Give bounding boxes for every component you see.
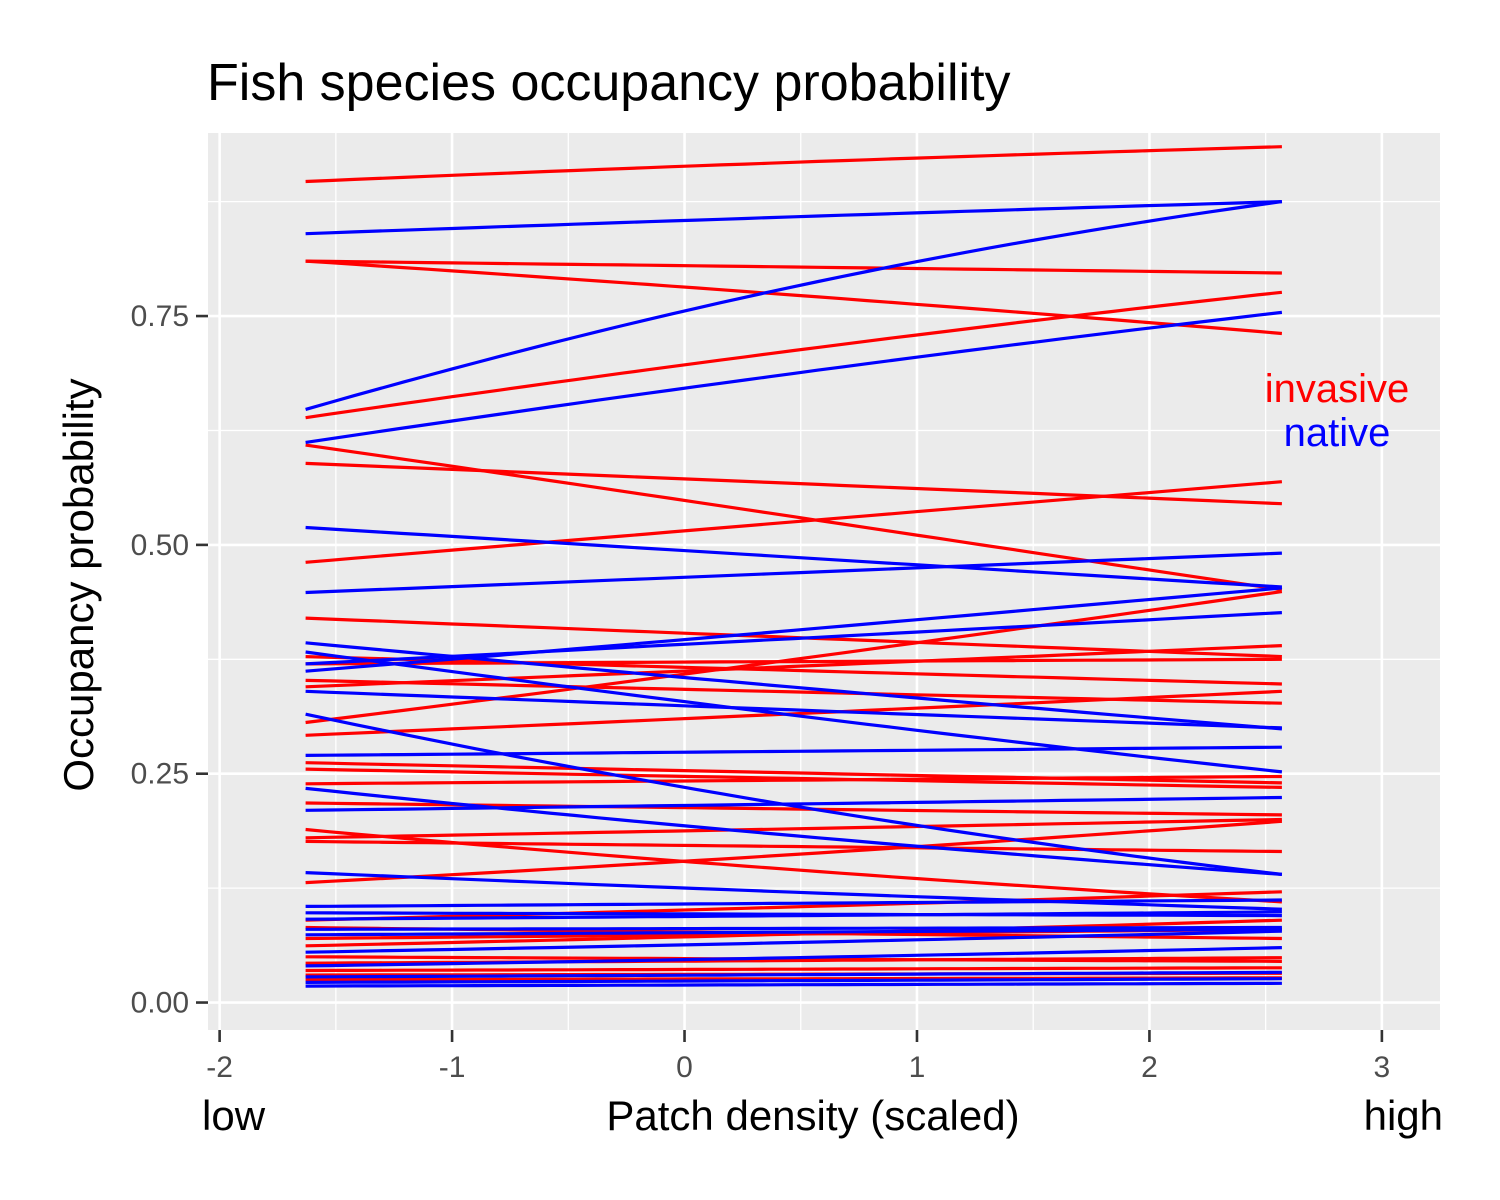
y-tick-label: 0.50	[131, 529, 189, 562]
chart-title: Fish species occupancy probability	[207, 54, 1011, 112]
x-axis-title: Patch density (scaled)	[606, 1092, 1019, 1139]
series-line-invasive	[305, 767, 1282, 789]
y-axis-title: Occupancy probability	[55, 378, 102, 791]
x-tick-label: 3	[1374, 1051, 1391, 1084]
legend-invasive: invasive	[1265, 367, 1410, 411]
series-line-invasive	[305, 259, 1283, 336]
series-line-invasive	[305, 461, 1282, 506]
x-axis-high-label: high	[1364, 1092, 1443, 1139]
y-tick-label: 0.75	[131, 300, 189, 333]
series-line-native	[305, 200, 1282, 236]
series-line-native	[305, 927, 1282, 937]
series-line-native	[305, 745, 1282, 757]
series-line-invasive	[305, 774, 1282, 786]
series-line-invasive	[305, 966, 1282, 973]
series-line-native	[305, 925, 1282, 931]
legend-native: native	[1284, 411, 1391, 455]
series-line-native	[305, 929, 1282, 954]
series-line-native	[305, 650, 1283, 774]
y-tick-label: 0.25	[131, 758, 189, 791]
series-line-invasive	[305, 890, 1282, 922]
grid-major	[208, 133, 1440, 1030]
series-line-invasive	[305, 918, 1282, 948]
series-line-invasive	[305, 290, 1283, 420]
series-line-native	[305, 795, 1282, 812]
series-line-native	[305, 910, 1282, 921]
series-line-native	[305, 551, 1282, 595]
x-tick-label: 1	[909, 1051, 926, 1084]
series-line-native	[305, 977, 1282, 985]
x-axis-low-label: low	[202, 1092, 266, 1139]
series-line-native	[305, 786, 1283, 876]
series-line-invasive	[305, 145, 1282, 184]
series-line-invasive	[305, 839, 1282, 854]
series-line-invasive	[305, 480, 1283, 564]
series-line-native	[305, 871, 1282, 911]
series-line-invasive	[305, 259, 1282, 275]
x-tick-label: 0	[676, 1051, 693, 1084]
y-tick-label: 0.00	[131, 987, 189, 1020]
series-line-invasive	[305, 644, 1282, 689]
series-line-invasive	[305, 590, 1283, 725]
series-line-native	[305, 200, 1283, 411]
series-line-invasive	[305, 657, 1282, 666]
series-lines	[305, 145, 1283, 988]
x-tick-label: -2	[206, 1051, 233, 1084]
series-line-native	[305, 981, 1282, 988]
series-line-invasive	[305, 761, 1282, 785]
series-line-invasive	[305, 817, 1282, 840]
x-tick-label: -1	[439, 1051, 466, 1084]
series-line-native	[305, 611, 1282, 666]
series-line-invasive	[305, 819, 1283, 885]
series-line-native	[305, 712, 1283, 876]
series-line-native	[305, 689, 1282, 730]
series-line-native	[305, 310, 1283, 444]
x-tick-label: 2	[1141, 1051, 1158, 1084]
series-line-native	[305, 586, 1283, 673]
x-axis: -2 -1 0 1 2 3	[206, 1030, 1390, 1084]
y-axis: 0.00 0.25 0.50 0.75	[131, 300, 208, 1020]
series-line-native	[305, 970, 1282, 979]
series-line-native	[305, 525, 1282, 589]
series-line-native	[305, 898, 1282, 909]
series-line-invasive	[305, 655, 1282, 686]
series-line-native	[305, 946, 1282, 968]
